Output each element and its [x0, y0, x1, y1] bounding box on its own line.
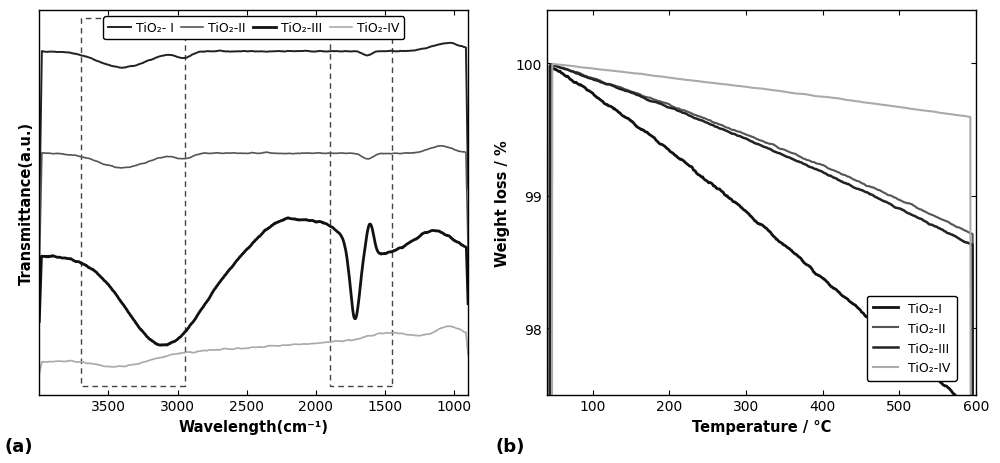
TiO₂- I: [445, 41, 457, 46]
TiO₂-III: [843, 182, 855, 188]
TiO₂-III: [329, 227, 341, 232]
TiO₂- I: [462, 187, 474, 192]
TiO₂-II: [577, 73, 589, 78]
TiO₂-III: [905, 213, 917, 218]
TiO₂-II: [222, 151, 234, 156]
Bar: [330, 27, 392, 387]
TiO₂-IV: [207, 347, 219, 353]
TiO₂-II: [77, 155, 89, 161]
TiO₂-IV: [546, 62, 558, 68]
Y-axis label: Transmittance(a.u.): Transmittance(a.u.): [19, 121, 34, 284]
TiO₂-IV: [444, 324, 456, 329]
TiO₂-I: [916, 363, 928, 368]
Line: TiO₂-I: TiO₂-I: [547, 67, 976, 463]
TiO₂- I: [77, 54, 89, 59]
Legend: TiO₂-I, TiO₂-II, TiO₂-III, TiO₂-IV: TiO₂-I, TiO₂-II, TiO₂-III, TiO₂-IV: [867, 296, 957, 381]
TiO₂-IV: [33, 372, 45, 377]
TiO₂-I: [843, 299, 855, 304]
TiO₂- I: [207, 50, 219, 55]
TiO₂-III: [819, 171, 831, 177]
TiO₂-II: [545, 62, 557, 68]
TiO₂-IV: [916, 108, 928, 114]
Line: TiO₂- I: TiO₂- I: [39, 44, 468, 219]
TiO₂-IV: [375, 331, 387, 337]
Line: TiO₂-II: TiO₂-II: [547, 65, 976, 463]
Bar: [81, 19, 185, 387]
TiO₂-II: [375, 151, 387, 157]
Line: TiO₂-IV: TiO₂-IV: [547, 65, 976, 463]
TiO₂-IV: [905, 107, 917, 113]
TiO₂-III: [223, 268, 235, 274]
TiO₂-II: [33, 267, 45, 273]
Line: TiO₂-II: TiO₂-II: [39, 146, 468, 270]
Text: (b): (b): [495, 437, 525, 455]
TiO₂-IV: [77, 359, 89, 365]
TiO₂-II: [434, 144, 446, 149]
TiO₂-III: [369, 238, 381, 243]
X-axis label: Wavelength(cm⁻¹): Wavelength(cm⁻¹): [179, 419, 329, 434]
Text: (a): (a): [5, 437, 33, 455]
TiO₂-III: [376, 251, 388, 257]
TiO₂- I: [368, 51, 380, 56]
TiO₂-III: [33, 319, 45, 325]
TiO₂-IV: [222, 346, 234, 352]
Y-axis label: Weight loss / %: Weight loss / %: [495, 140, 510, 266]
TiO₂-IV: [843, 98, 855, 104]
TiO₂- I: [375, 49, 387, 55]
TiO₂-II: [368, 154, 380, 160]
TiO₂-III: [462, 301, 474, 307]
Line: TiO₂-IV: TiO₂-IV: [39, 326, 468, 375]
TiO₂-I: [905, 351, 917, 357]
TiO₂-III: [155, 343, 167, 348]
TiO₂-I: [544, 64, 556, 69]
TiO₂-I: [577, 84, 589, 90]
TiO₂-I: [545, 64, 557, 70]
TiO₂-IV: [462, 352, 474, 358]
TiO₂-IV: [328, 339, 340, 344]
TiO₂-III: [545, 63, 557, 68]
Line: TiO₂-III: TiO₂-III: [39, 219, 468, 345]
TiO₂-II: [843, 175, 855, 180]
TiO₂-III: [577, 74, 589, 79]
TiO₂-III: [282, 216, 294, 221]
TiO₂-IV: [819, 95, 831, 100]
TiO₂- I: [222, 50, 234, 55]
TiO₂-II: [916, 208, 928, 213]
TiO₂-III: [207, 289, 219, 294]
TiO₂-II: [462, 248, 474, 253]
TiO₂-IV: [577, 65, 589, 71]
TiO₂-II: [905, 202, 917, 207]
TiO₂-III: [916, 217, 928, 223]
TiO₂-IV: [368, 333, 380, 338]
TiO₂-II: [819, 164, 831, 169]
TiO₂- I: [328, 49, 340, 55]
Line: TiO₂-III: TiO₂-III: [547, 65, 976, 463]
Legend: TiO₂- I, TiO₂-II, TiO₂-III, TiO₂-IV: TiO₂- I, TiO₂-II, TiO₂-III, TiO₂-IV: [103, 17, 404, 40]
TiO₂-I: [819, 278, 831, 283]
TiO₂-III: [77, 262, 89, 268]
TiO₂-II: [328, 151, 340, 157]
TiO₂-II: [207, 151, 219, 156]
TiO₂- I: [33, 216, 45, 222]
X-axis label: Temperature / °C: Temperature / °C: [692, 419, 831, 434]
